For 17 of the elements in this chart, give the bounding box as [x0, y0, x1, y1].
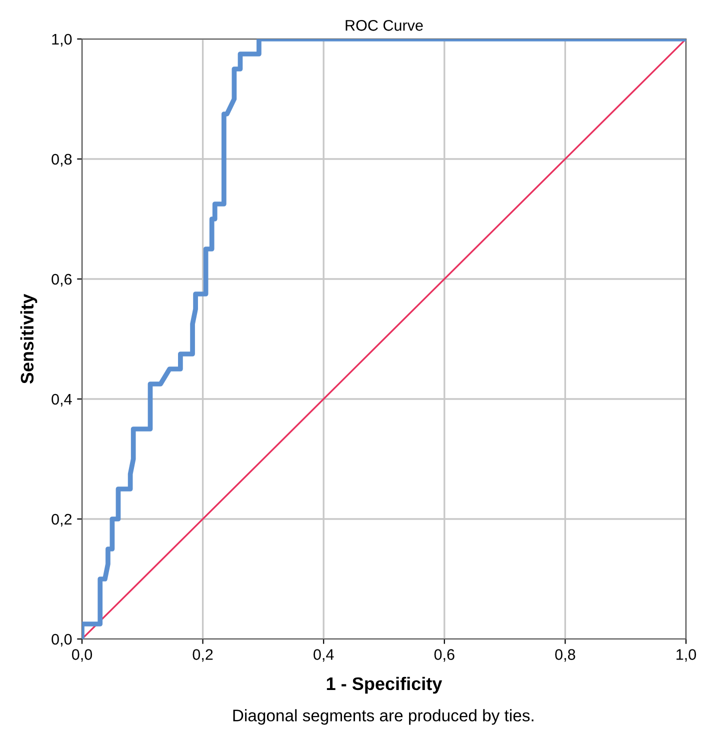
y-tick-label: 0,4	[52, 394, 72, 406]
x-tick-label: 1,0	[676, 649, 696, 662]
y-axis-title: Sensitivity	[20, 294, 38, 384]
x-tick-label: 0,2	[192, 649, 213, 662]
y-tick-label: 0,0	[52, 634, 72, 646]
y-tick-label: 1,0	[52, 34, 72, 46]
x-axis-title: 1 - Specificity	[326, 676, 442, 694]
x-tick-label: 0,8	[555, 649, 576, 662]
y-tick-label: 0,8	[52, 154, 72, 166]
y-tick-label: 0,6	[52, 274, 72, 286]
x-tick-label: 0,6	[434, 649, 454, 662]
text: Diagonal segments are produced by ties.	[233, 709, 534, 725]
line-series	[82, 39, 686, 639]
x-tick-label: 0,4	[314, 649, 334, 662]
chart-title: ROC Curve	[346, 20, 423, 31]
x-tick-label: 0,0	[72, 649, 92, 662]
y-tick-label: 0,2	[52, 514, 72, 526]
